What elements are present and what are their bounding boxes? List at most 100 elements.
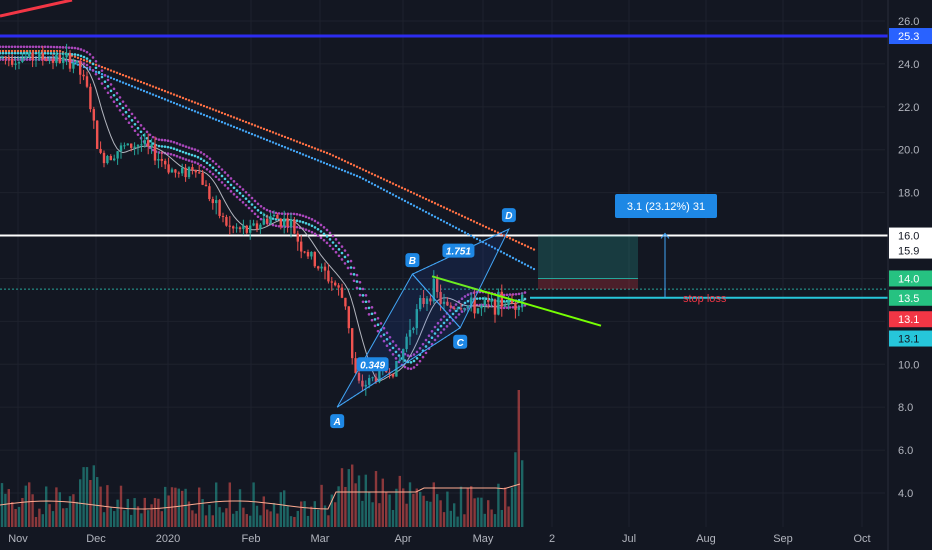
volume-bar [504,487,507,527]
ma-slow-dot [331,154,335,157]
ma-slow-dot [175,94,179,97]
ma-cyan-dot [118,102,122,106]
candle-body [181,167,184,174]
ma-cyan-dot [73,53,77,56]
candle-body [317,266,320,269]
volume-bar [429,501,432,527]
ma-cyan-dot [121,106,125,110]
ma-slow-dot [85,60,89,63]
candle-body [514,303,517,310]
candle-body [344,297,347,307]
ma-slow-dot [286,136,290,140]
candle-body [347,306,350,329]
volume-bar [453,503,456,527]
ma-slow-dot [418,195,422,198]
ma-slow-dot [0,49,2,53]
y-tick-label: 24.0 [898,59,919,71]
ma-fast-dot [100,82,104,85]
ma-mid-dot [115,79,119,82]
y-tick-label: 22.0 [898,102,919,114]
volume-bar [252,482,255,527]
volume-bar [303,501,306,527]
drawings[interactable]: 3.1 (23.12%) 31 stop loss A B C D 0.349 1.751 [0,0,727,429]
ma-cyan-dot [49,52,53,55]
ma-slow-dot [181,96,185,100]
ma-fast-dot [517,292,521,296]
volume-bar [242,507,245,527]
green-trend-line[interactable] [431,275,602,327]
volume-bar [463,514,466,527]
candle-body [245,225,248,233]
ma-fast-dot [25,58,29,61]
candle-body [351,328,354,359]
ma-fast-dot [16,45,20,49]
volume-bar [327,515,330,527]
ma-mid-dot [226,123,230,126]
ma-cyan-dot [106,85,110,88]
candle-body [28,52,31,57]
stop-zone[interactable] [538,278,638,290]
candle-body [14,63,17,65]
volume-ma-line [0,483,521,510]
pattern-ratio-box [356,357,389,372]
ma-mid-dot [412,204,416,207]
candle-body [323,266,327,271]
volume-bar [456,516,459,527]
ma-mid-dot [331,165,335,168]
ma-fast-dot [220,168,224,171]
ma-mid-dot [184,106,188,109]
ma-fast-dot [331,247,335,251]
ma-fast-dot [391,340,395,343]
ma-fast-dot [349,272,353,276]
candle-body [228,225,231,227]
pattern-point-c [453,334,468,349]
ma-fast-dot [157,138,161,141]
volume-bar [150,504,153,527]
ma-slow-dot [511,238,515,241]
ma-fast-dot [103,86,107,90]
ma-fast-dot [508,306,512,309]
ma-slow-dot [346,161,350,164]
ma-cyan-dot [436,328,440,331]
ma-cyan-dot [76,53,80,57]
ma-slow-dot [295,140,299,143]
volume-bar [238,489,242,527]
ma-cyan-dot [466,299,470,303]
ma-slow-dot [10,49,14,53]
volume-bar [85,467,89,527]
ma-slow-dot [25,49,29,53]
ma-mid-dot [283,146,287,149]
target-zone[interactable] [538,235,638,279]
ma-slow-dot [301,142,305,146]
pattern-ratio-label: 0.349 [360,360,385,371]
ma-cyan-dot [475,297,479,300]
ma-mid-dot [169,100,173,103]
ma-slow-dot [412,192,416,195]
ma-mid-dot [241,129,245,132]
horizontal-lines[interactable] [0,34,888,299]
ma-cyan-dot [97,71,101,74]
candle-body [55,54,58,63]
ma-fast-dot [268,209,272,213]
ma-cyan-dot [136,126,140,130]
volume-bar [378,503,381,527]
ma-fast-dot [130,125,134,129]
ma-fast-dot [244,190,248,194]
ma-fast-dot [175,142,179,145]
ma-fast-dot [109,95,113,99]
ma-cyan-dot [4,51,8,55]
candle-body [279,218,282,227]
volume-bar [109,507,112,527]
ma-fast-dot [172,140,176,144]
pattern-point-d [501,208,516,223]
ma-fast-dot [133,116,137,120]
ma-mid-dot [106,75,110,78]
ma-slow-dot [43,49,47,53]
ma-fast-dot [250,209,254,213]
ma-fast-dot [187,146,191,149]
red-trend-line[interactable] [0,0,73,18]
volume-bar [269,511,272,527]
candle-body [429,298,432,302]
ma-fast-dot [421,355,425,359]
